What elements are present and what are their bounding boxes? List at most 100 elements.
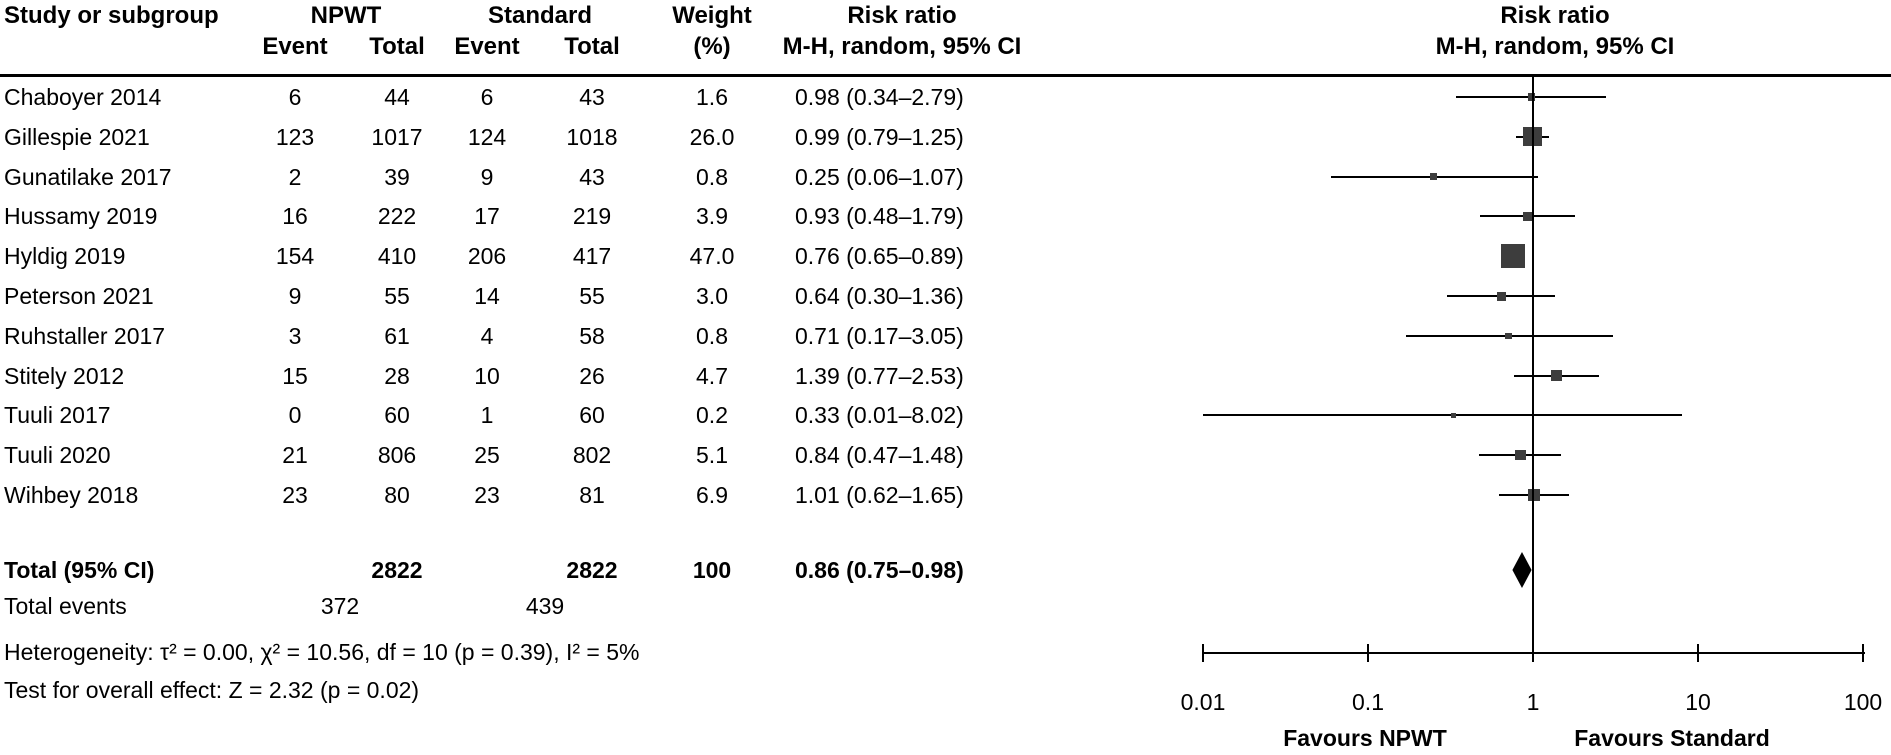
npwt-total-value: 806 (377, 442, 417, 469)
npwt-total-value: 28 (384, 362, 410, 389)
standard-total-value: 55 (579, 283, 605, 309)
standard-event-value: 25 (474, 442, 500, 469)
x-axis-tick-label: 0.01 (1180, 689, 1226, 715)
study-name: Tuuli 2020 (4, 442, 111, 469)
header-standard-event: Event (454, 33, 520, 60)
standard-event-value: 1 (480, 402, 494, 429)
weight-value: 3.9 (696, 203, 728, 230)
risk-ratio-text: 0.93 (0.48–1.79) (795, 203, 964, 230)
standard-total-value: 802 (572, 442, 612, 469)
npwt-total-value: 61 (384, 322, 410, 349)
standard-event-value: 9 (480, 163, 494, 190)
npwt-event-value: 2 (288, 163, 302, 190)
header-group-npwt: NPWT (310, 2, 382, 29)
x-axis-tick-label: 10 (1685, 689, 1711, 715)
risk-ratio-text: 0.64 (0.30–1.36) (795, 283, 964, 309)
x-axis-tick-label: 0.1 (1352, 689, 1384, 715)
total-npwt-total: 2822 (371, 557, 423, 583)
standard-total-value: 26 (579, 362, 605, 389)
npwt-event-value: 15 (282, 362, 308, 389)
total-rr-text: 0.86 (0.75–0.98) (795, 557, 964, 583)
study-name: Gillespie 2021 (4, 123, 150, 150)
npwt-event-value: 0 (288, 402, 302, 429)
header-npwt-event: Event (262, 33, 328, 60)
weight-value: 26.0 (689, 123, 735, 150)
total-events-standard: 439 (525, 593, 565, 619)
header-plot-title: Risk ratio (1500, 2, 1610, 29)
study-name: Peterson 2021 (4, 283, 154, 309)
standard-event-value: 17 (474, 203, 500, 230)
standard-total-value: 219 (572, 203, 612, 230)
pooled-estimate-diamond (1512, 552, 1532, 588)
npwt-total-value: 1017 (371, 123, 423, 150)
weight-value: 0.2 (696, 402, 728, 429)
risk-ratio-text: 0.33 (0.01–8.02) (795, 402, 964, 429)
npwt-total-value: 80 (384, 482, 410, 508)
x-axis-tick (1202, 644, 1204, 662)
npwt-total-value: 60 (384, 402, 410, 429)
weight-value: 4.7 (696, 362, 728, 389)
weight-value: 47.0 (689, 243, 735, 270)
risk-ratio-text: 1.39 (0.77–2.53) (795, 362, 964, 389)
total-events-npwt: 372 (320, 593, 360, 619)
x-axis-tick (1862, 644, 1864, 662)
risk-ratio-text: 0.76 (0.65–0.89) (795, 243, 964, 270)
npwt-total-value: 39 (384, 163, 410, 190)
standard-total-value: 60 (579, 402, 605, 429)
study-name: Wihbey 2018 (4, 482, 139, 508)
point-estimate-square (1522, 211, 1533, 222)
point-estimate-square (1505, 332, 1512, 340)
npwt-event-value: 16 (282, 203, 308, 230)
npwt-event-value: 6 (288, 84, 302, 110)
npwt-total-value: 44 (384, 84, 410, 110)
x-axis-tick-label: 1 (1526, 689, 1540, 715)
weight-value: 5.1 (696, 442, 728, 469)
favours-right-label: Favours Standard (1574, 725, 1770, 751)
header-group-standard: Standard (487, 2, 593, 29)
standard-total-value: 58 (579, 322, 605, 349)
risk-ratio-text: 1.01 (0.62–1.65) (795, 482, 964, 508)
risk-ratio-text: 0.98 (0.34–2.79) (795, 84, 964, 110)
npwt-total-value: 55 (384, 283, 410, 309)
header-weight-pct: (%) (693, 33, 731, 60)
x-axis-tick (1697, 644, 1699, 662)
npwt-event-value: 154 (275, 243, 315, 270)
null-effect-line (1532, 76, 1534, 654)
header-standard-total: Total (564, 33, 620, 60)
study-name: Tuuli 2017 (4, 402, 111, 429)
standard-event-value: 6 (480, 84, 494, 110)
total-standard-total: 2822 (566, 557, 618, 583)
point-estimate-square (1501, 244, 1526, 269)
npwt-event-value: 123 (275, 123, 315, 150)
study-name: Ruhstaller 2017 (4, 322, 166, 349)
point-estimate-square (1515, 449, 1526, 461)
standard-total-value: 43 (579, 84, 605, 110)
risk-ratio-text: 0.71 (0.17–3.05) (795, 322, 964, 349)
x-axis-tick (1367, 644, 1369, 662)
header-npwt-total: Total (369, 33, 425, 60)
weight-value: 1.6 (696, 84, 728, 110)
weight-value: 0.8 (696, 163, 728, 190)
total-weight: 100 (692, 557, 732, 583)
point-estimate-square (1450, 412, 1457, 418)
header-plot-subtitle: M-H, random, 95% CI (1435, 33, 1675, 60)
risk-ratio-text: 0.25 (0.06–1.07) (795, 163, 964, 190)
npwt-event-value: 3 (288, 322, 302, 349)
study-name: Chaboyer 2014 (4, 84, 162, 110)
x-axis-line (1203, 652, 1865, 654)
header-rr-column-subtitle: M-H, random, 95% CI (782, 33, 1022, 60)
point-estimate-square (1496, 291, 1506, 301)
npwt-total-value: 222 (377, 203, 417, 230)
npwt-event-value: 9 (288, 283, 302, 309)
heterogeneity-text: Heterogeneity: τ² = 0.00, χ² = 10.56, df… (4, 639, 640, 665)
weight-value: 0.8 (696, 322, 728, 349)
study-name: Gunatilake 2017 (4, 163, 172, 190)
weight-value: 3.0 (696, 283, 728, 309)
point-estimate-square (1551, 370, 1562, 381)
npwt-total-value: 410 (377, 243, 417, 270)
study-name: Stitely 2012 (4, 362, 125, 389)
header-rr-column-title: Risk ratio (847, 2, 957, 29)
risk-ratio-text: 0.99 (0.79–1.25) (795, 123, 964, 150)
standard-event-value: 4 (480, 322, 494, 349)
